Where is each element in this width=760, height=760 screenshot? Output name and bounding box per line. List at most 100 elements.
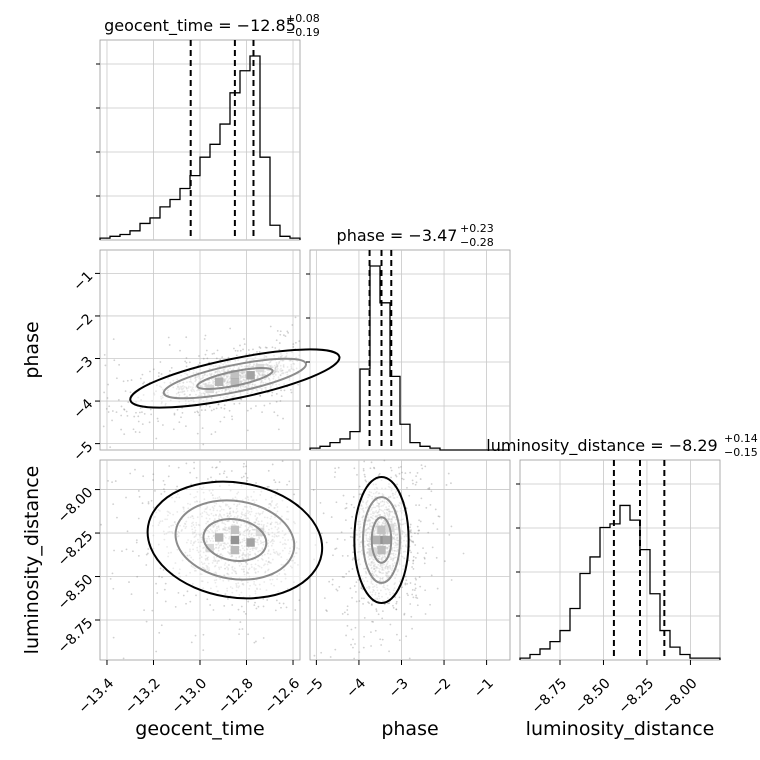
scatter-point: [255, 482, 257, 484]
scatter-point: [415, 578, 417, 581]
x-tick-label-geocent_time: −12.8: [215, 675, 257, 717]
scatter-point: [107, 411, 110, 413]
scatter-point: [377, 613, 380, 616]
scatter-point: [414, 557, 417, 559]
scatter-point: [409, 471, 412, 474]
scatter-point: [266, 486, 269, 488]
scatter-point: [352, 551, 354, 554]
scatter-point: [356, 473, 358, 476]
scatter-point: [411, 479, 414, 482]
scatter-point: [344, 519, 347, 522]
scatter-point: [287, 331, 290, 334]
scatter-point: [230, 470, 233, 472]
scatter-point: [409, 526, 411, 529]
scatter-point: [340, 531, 343, 534]
scatter-point: [155, 437, 158, 440]
scatter-point: [222, 472, 225, 475]
scatter-point: [247, 633, 250, 636]
scatter-point: [112, 503, 115, 506]
scatter-point: [414, 532, 416, 535]
scatter-point: [410, 615, 413, 618]
scatter-point: [115, 411, 118, 414]
scatter-point: [374, 629, 377, 632]
scatter-point: [120, 428, 123, 431]
scatter-point: [436, 587, 439, 590]
x-tick-label-phase: −1: [471, 675, 497, 701]
scatter-point: [290, 391, 293, 394]
scatter-point: [431, 546, 434, 549]
scatter-point: [294, 609, 297, 611]
scatter-point: [416, 472, 419, 474]
scatter-point: [341, 554, 344, 557]
scatter-point: [404, 575, 407, 578]
scatter-point: [155, 582, 157, 585]
scatter-point: [408, 494, 411, 497]
scatter-point: [123, 433, 126, 436]
title-geocent-time-sup: +0.08: [286, 12, 320, 25]
scatter-point: [320, 532, 323, 535]
scatter-point: [373, 467, 376, 470]
scatter-point: [145, 553, 148, 556]
scatter-point: [293, 493, 296, 496]
scatter-point: [227, 356, 230, 359]
scatter-point: [255, 640, 257, 643]
scatter-point: [450, 482, 452, 485]
scatter-point: [196, 410, 199, 413]
scatter-point: [111, 572, 114, 575]
scatter-point: [170, 366, 173, 369]
scatter-point: [219, 460, 221, 463]
scatter-point: [334, 548, 337, 550]
scatter-point: [109, 446, 112, 449]
scatter-point: [395, 602, 398, 605]
scatter-point: [149, 370, 151, 373]
scatter-point: [282, 334, 285, 337]
scatter-point: [173, 413, 176, 416]
scatter-point: [109, 577, 112, 580]
title-geocent-time-sub: −0.19: [286, 26, 320, 39]
scatter-point: [435, 556, 438, 559]
scatter-point: [228, 409, 231, 412]
scatter-point: [206, 598, 209, 601]
scatter-point: [346, 555, 349, 557]
scatter-point: [404, 583, 407, 586]
scatter-point: [427, 531, 430, 534]
scatter-point: [137, 415, 140, 418]
scatter-point: [395, 633, 398, 636]
scatter-point: [365, 480, 368, 483]
scatter-point: [404, 472, 407, 474]
scatter-point: [349, 535, 352, 538]
scatter-point: [129, 472, 132, 475]
x-tick-label-phase: −5: [301, 675, 327, 701]
scatter-point: [145, 564, 148, 566]
scatter-point: [115, 377, 118, 380]
scatter-point: [160, 373, 163, 375]
scatter-point: [246, 479, 249, 482]
scatter-point: [415, 594, 418, 597]
scatter-point: [202, 649, 205, 652]
scatter-point: [246, 409, 249, 412]
scatter-point: [219, 358, 222, 361]
scatter-point: [412, 559, 415, 562]
scatter-point: [200, 409, 203, 411]
x-tick-label-luminosity_distance: −8.25: [616, 675, 658, 717]
scatter-point: [369, 467, 372, 470]
scatter-point: [450, 525, 453, 528]
scatter-point: [420, 464, 423, 467]
scatter-point: [335, 501, 338, 504]
scatter-point: [425, 506, 428, 509]
scatter-point: [177, 466, 180, 469]
scatter-point: [126, 530, 129, 533]
scatter-point: [401, 471, 403, 474]
scatter-point: [412, 482, 414, 485]
scatter-point: [412, 596, 415, 599]
scatter-point: [147, 502, 150, 505]
scatter-point: [176, 408, 179, 411]
scatter-point: [352, 638, 354, 641]
scatter-point: [263, 404, 266, 407]
scatter-point: [294, 316, 297, 319]
scatter-point: [413, 589, 416, 592]
scatter-point: [131, 550, 134, 553]
scatter-point: [430, 574, 433, 577]
scatter-point: [217, 403, 220, 406]
panel-phase-hist: [309, 249, 511, 451]
